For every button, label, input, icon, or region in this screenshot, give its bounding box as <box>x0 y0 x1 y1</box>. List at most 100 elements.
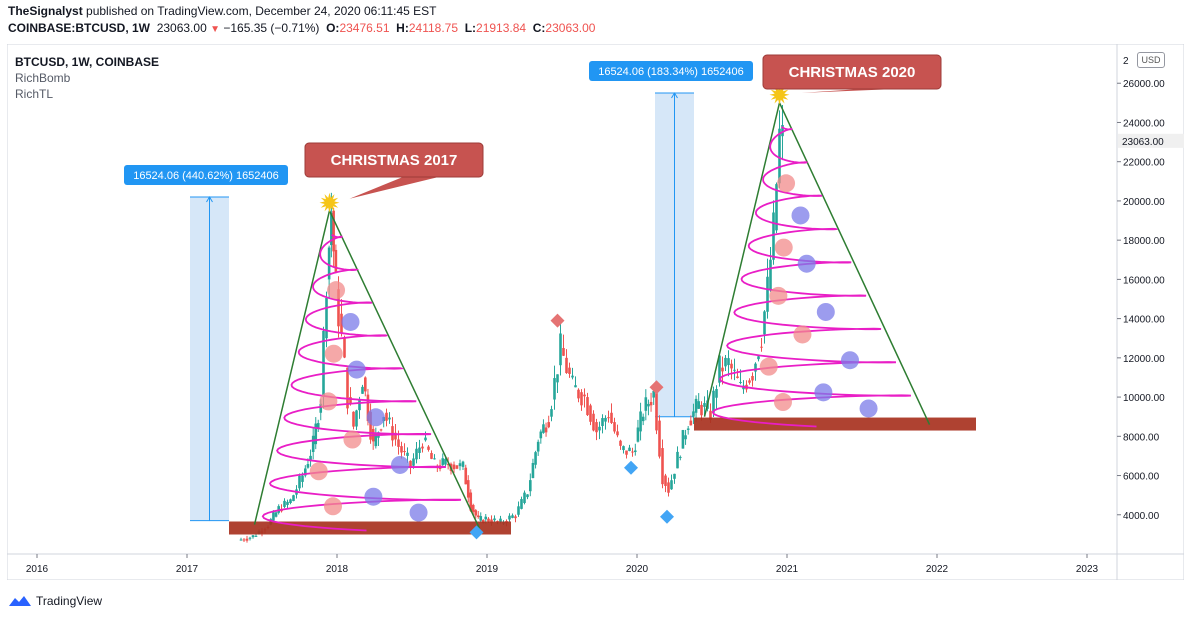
footer-brand[interactable]: TradingView <box>8 592 102 610</box>
candle-body <box>304 468 307 476</box>
candle-body <box>628 447 631 452</box>
legend-symbol[interactable]: BTCUSD, 1W, COINBASE <box>15 55 160 69</box>
buy-signal-diamond[interactable] <box>660 509 674 524</box>
last-price: 23063.00 <box>156 21 207 35</box>
candle-body <box>681 430 685 449</box>
candle-body <box>574 385 577 388</box>
tree-ornament <box>366 408 385 427</box>
tree-right-edge <box>778 102 931 425</box>
y-tick-label: 20000.00 <box>1123 197 1165 208</box>
candle-body <box>469 492 473 511</box>
open-value: 23476.51 <box>339 21 390 35</box>
candle-body <box>458 463 462 467</box>
candle-body <box>577 389 580 399</box>
support-zone-bar <box>694 417 976 431</box>
candle-body <box>721 367 724 372</box>
y-tick-label: 26000.00 <box>1123 79 1165 90</box>
candle-body <box>289 499 292 503</box>
candle-body <box>337 289 340 327</box>
candle-body <box>724 357 727 367</box>
y-tick-label: 14000.00 <box>1123 315 1165 326</box>
tree-ornament <box>319 392 338 411</box>
candle-body <box>334 249 338 273</box>
candle-body <box>430 452 433 459</box>
candle-body <box>499 518 502 522</box>
candle-body <box>254 535 258 537</box>
candle-body <box>652 390 655 398</box>
candle-body <box>306 464 310 468</box>
candle-body <box>314 423 318 445</box>
candle-body <box>739 381 742 383</box>
candle-body <box>520 499 523 509</box>
candle-body <box>292 495 295 502</box>
tree-ornament <box>791 206 810 225</box>
candle-body <box>332 210 335 252</box>
callout-christmas-2017-box[interactable] <box>304 142 484 178</box>
tree-ornament <box>324 344 343 363</box>
price-change: −165.35 (−0.71%) <box>223 21 320 35</box>
candle-body <box>568 367 571 374</box>
down-arrow-icon: ▼ <box>210 24 220 35</box>
candle-body <box>316 423 320 429</box>
tree-ornament <box>327 281 346 300</box>
candle-body <box>322 330 325 398</box>
candle-body <box>487 518 490 522</box>
callout-christmas-2020-box[interactable] <box>762 54 942 90</box>
candle-body <box>700 404 703 416</box>
candle-body <box>366 394 370 422</box>
tree-star-2017-icon <box>319 192 340 213</box>
sell-signal-diamond[interactable] <box>649 380 664 395</box>
measure-label-box <box>124 165 288 185</box>
tree-right-edge <box>328 210 481 529</box>
candle-body <box>526 494 529 498</box>
candle-body <box>760 346 763 348</box>
price-chart[interactable]: 16524.06 (440.62%) 1652406 16524.06 (183.… <box>7 44 1184 580</box>
candle-body <box>631 451 634 453</box>
candle-body <box>441 458 445 465</box>
buy-signal-diamond[interactable] <box>624 460 638 475</box>
candle-body <box>461 461 465 467</box>
candle-body <box>531 462 535 478</box>
candle-body <box>616 431 619 436</box>
tree-ornament <box>793 325 812 344</box>
buy-signal-diamond[interactable] <box>469 525 484 540</box>
legend-indicator-richbomb[interactable]: RichBomb <box>15 71 71 85</box>
candle-body <box>490 519 493 524</box>
candle-body <box>474 510 478 516</box>
tree-ornament <box>859 399 878 418</box>
candle-body <box>550 409 553 417</box>
high-value: 24118.75 <box>408 21 459 35</box>
sell-signal-diamond[interactable] <box>550 313 565 328</box>
candle-body <box>309 455 312 460</box>
candle-body <box>730 363 733 369</box>
candle-body <box>641 416 645 422</box>
tree-ornament <box>391 455 409 474</box>
candle-body <box>604 417 607 422</box>
candle-body <box>751 375 754 381</box>
candle-body <box>692 411 695 417</box>
candle-body <box>272 512 275 521</box>
candle-body <box>697 401 700 409</box>
candle-body <box>397 439 400 447</box>
tree-ornament <box>774 238 793 257</box>
candle-body <box>325 297 328 339</box>
tree-ornament <box>769 286 788 305</box>
open-label: O: <box>326 21 340 35</box>
candle-body <box>634 450 637 452</box>
callout-christmas-2017-pointer <box>349 177 439 199</box>
candle-body <box>406 452 409 456</box>
candle-body <box>484 516 488 520</box>
candle-body <box>736 376 739 379</box>
support-zone-bar <box>229 521 511 535</box>
candle-body <box>476 515 480 518</box>
candle-body <box>715 389 718 398</box>
candle-body <box>676 451 679 469</box>
currency-badge[interactable]: USD <box>1137 52 1165 68</box>
candle-body <box>622 446 625 451</box>
candle-body <box>686 428 690 430</box>
candle-body <box>355 410 358 427</box>
callout-christmas-2017-text: CHRISTMAS 2017 <box>331 152 458 169</box>
author-name[interactable]: TheSignalyst <box>8 4 83 18</box>
legend-indicator-richtl[interactable]: RichTL <box>15 87 54 101</box>
candle-body <box>754 363 757 372</box>
